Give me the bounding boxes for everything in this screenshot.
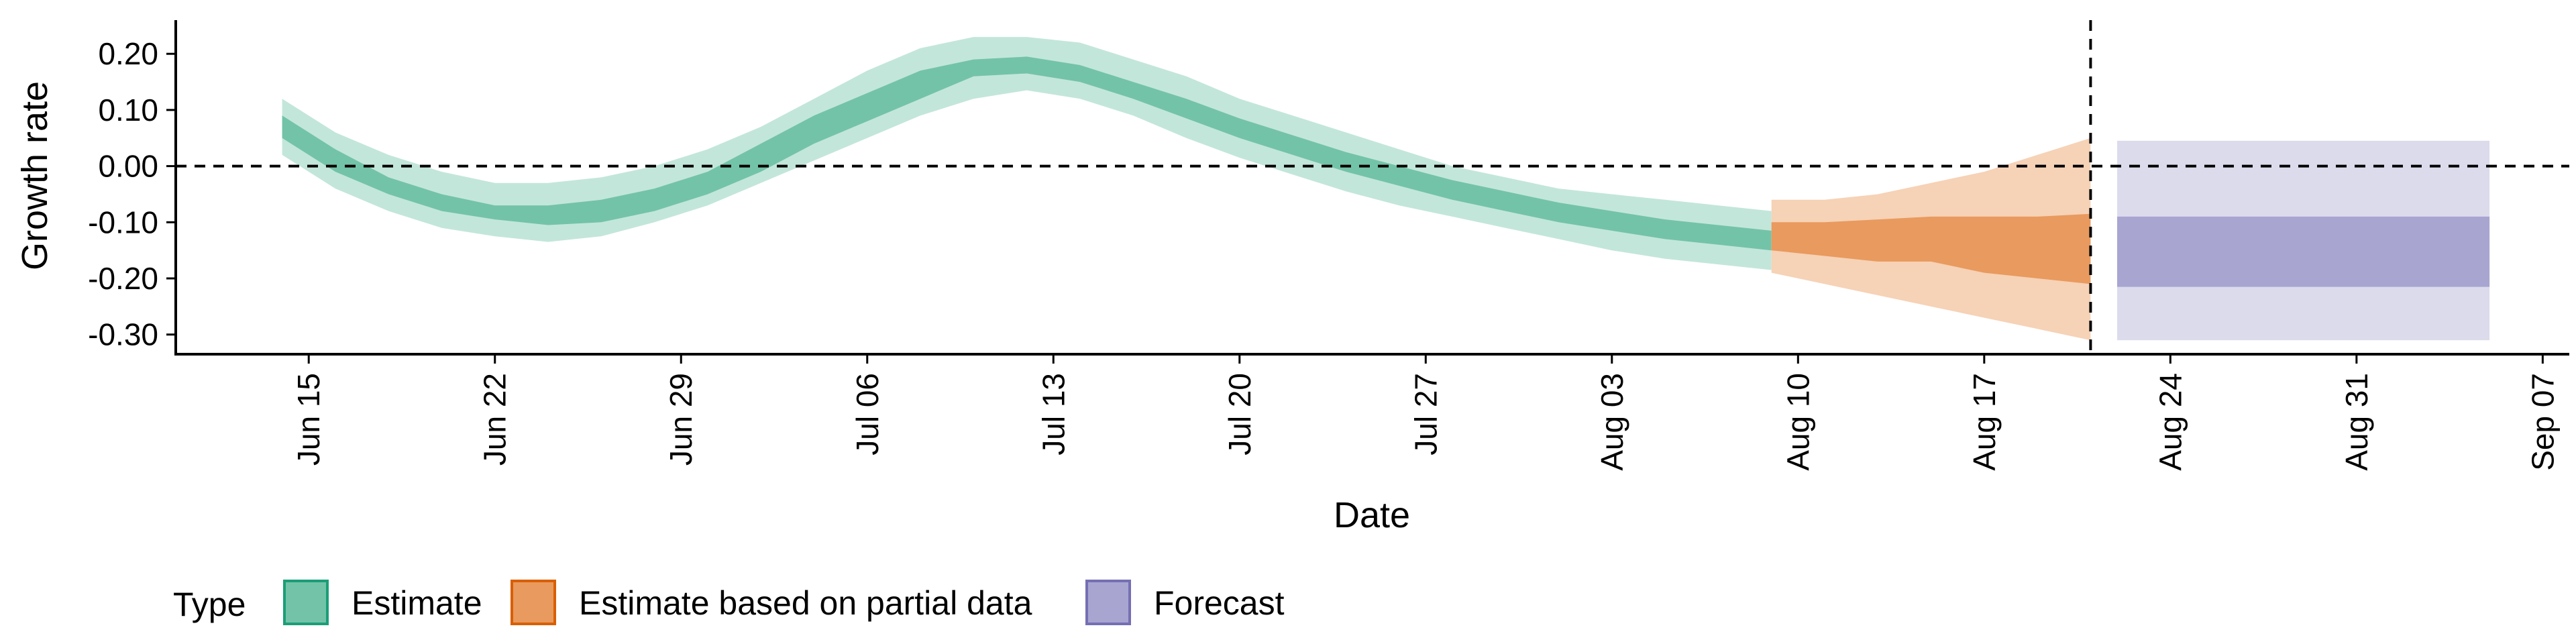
x-tick-label: Jul 13	[1036, 373, 1071, 455]
x-tick-label: Jul 20	[1222, 373, 1257, 455]
y-tick-label: 0.00	[98, 149, 158, 184]
x-tick-label: Sep 07	[2525, 373, 2560, 471]
x-tick-label: Aug 03	[1595, 373, 1629, 471]
y-ticks: 0.20 0.10 0.00 -0.10 -0.20 -0.30	[88, 36, 176, 352]
x-tick-label: Aug 24	[2153, 373, 2188, 471]
legend-title: Type	[173, 586, 246, 623]
x-axis-title: Date	[1334, 495, 1410, 535]
legend-key-estimate-based-on-partial-data	[511, 580, 556, 625]
y-tick-label: 0.10	[98, 93, 158, 127]
ribbon-inner-estimate-based-on-partial-data	[1771, 213, 2091, 284]
legend: Type Estimate Estimate based on partial d…	[173, 580, 1285, 625]
legend-label-estimate-based-on-partial-data: Estimate based on partial data	[579, 584, 1032, 622]
ribbon-inner-forecast	[2117, 216, 2490, 287]
ribbons-layer	[282, 37, 2490, 341]
x-tick-label: Aug 10	[1780, 373, 1815, 471]
y-tick-label: -0.20	[88, 261, 158, 296]
x-tick-label: Jun 15	[291, 373, 326, 466]
x-tick-label: Jul 27	[1408, 373, 1443, 455]
legend-label-forecast: Forecast	[1154, 584, 1285, 622]
y-axis-title: Growth rate	[15, 81, 55, 270]
y-tick-label: -0.30	[88, 317, 158, 352]
x-tick-label: Aug 31	[2339, 373, 2374, 471]
legend-key-forecast	[1085, 580, 1131, 625]
ribbon-inner-estimate	[282, 56, 1772, 251]
x-tick-label: Jun 29	[663, 373, 698, 466]
legend-label-estimate: Estimate	[352, 584, 482, 622]
legend-key-estimate	[283, 580, 329, 625]
ribbon-outer-estimate	[282, 37, 1772, 270]
x-tick-label: Aug 17	[1967, 373, 2002, 471]
x-tick-label: Jul 06	[850, 373, 885, 455]
reference-lines	[176, 20, 2569, 354]
y-tick-label: 0.20	[98, 36, 158, 71]
x-tick-label: Jun 22	[478, 373, 513, 466]
y-tick-label: -0.10	[88, 205, 158, 239]
x-ticks: Jun 15 Jun 22 Jun 29 Jul 06 Jul 13 Jul 20 Jul …	[291, 354, 2560, 471]
